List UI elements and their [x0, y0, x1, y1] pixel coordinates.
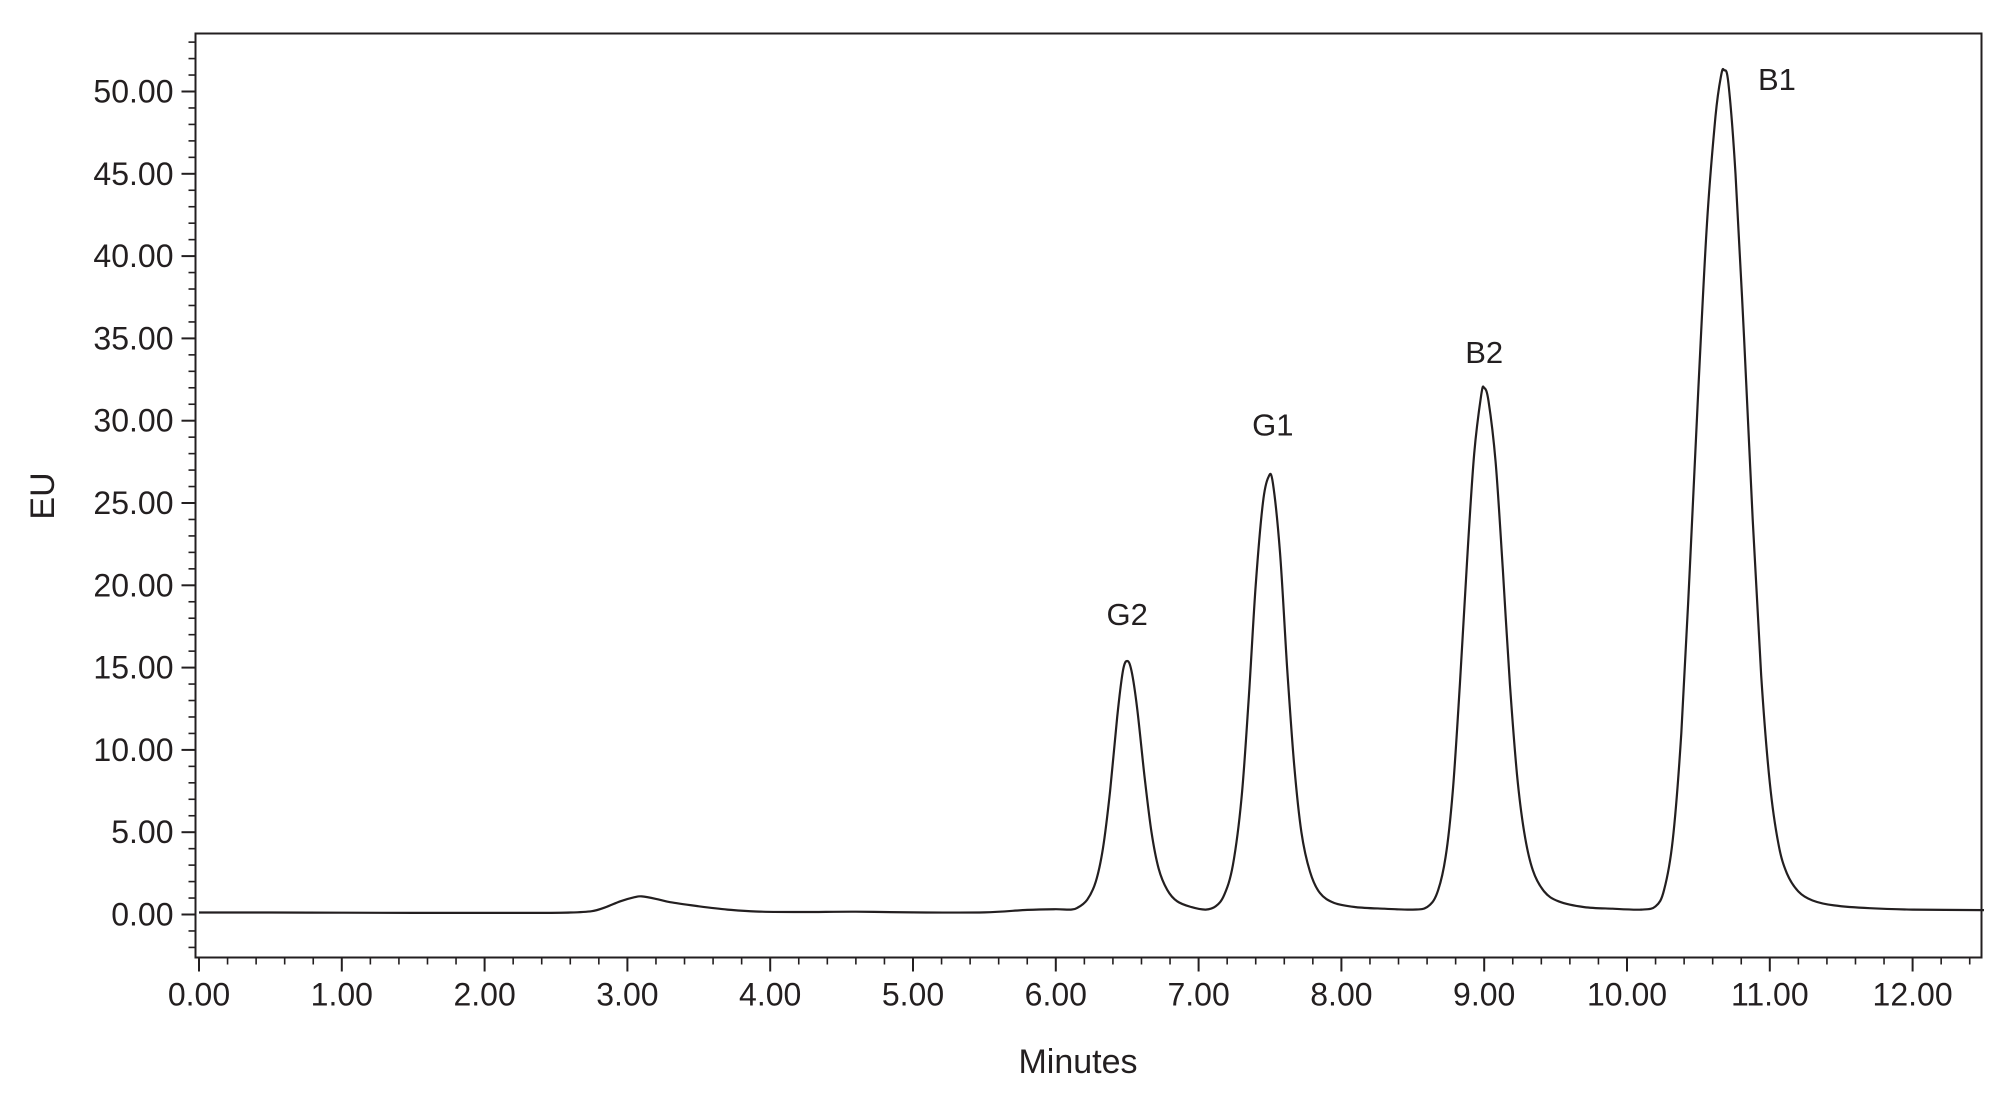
peak-label-b1: B1	[1758, 62, 1796, 97]
x-axis-ticks: 0.00 1.00 2.00 3.00 4.00 5.00 6.00 7.00 8.00 9.00…	[168, 957, 1953, 1013]
x-axis-title: Minutes	[1018, 1043, 1137, 1081]
x-tick-label: 1.00	[311, 977, 373, 1013]
chromatogram-trace	[199, 67, 1985, 915]
y-tick-label: 25.00	[93, 485, 173, 521]
y-tick-label: 5.00	[111, 814, 173, 850]
peak-labels: G2 G1 B2 B1	[1107, 62, 1796, 632]
peak-label-b2: B2	[1465, 335, 1503, 370]
y-tick-label: 10.00	[93, 732, 173, 768]
x-tick-label: 10.00	[1587, 977, 1667, 1013]
peak-label-g2: G2	[1107, 597, 1148, 632]
y-tick-label: 45.00	[93, 156, 173, 192]
y-tick-label: 15.00	[93, 650, 173, 686]
peak-label-g1: G1	[1252, 408, 1293, 443]
x-tick-label: 5.00	[882, 977, 944, 1013]
plot-frame	[194, 32, 1983, 959]
y-axis-title: EU	[24, 472, 62, 519]
x-axis-minor-ticks	[226, 957, 1971, 965]
x-tick-label: 6.00	[1025, 977, 1087, 1013]
y-tick-label: 30.00	[93, 403, 173, 439]
x-tick-label: 9.00	[1453, 977, 1515, 1013]
x-tick-label: 8.00	[1310, 977, 1372, 1013]
x-tick-label: 0.00	[168, 977, 230, 1013]
x-tick-label: 12.00	[1873, 977, 1953, 1013]
y-tick-label: 40.00	[93, 238, 173, 274]
y-tick-label: 50.00	[93, 74, 173, 110]
x-tick-label: 3.00	[596, 977, 658, 1013]
y-tick-label: 20.00	[93, 567, 173, 603]
y-tick-label: 0.00	[111, 897, 173, 933]
y-axis-ticks: 0.00 5.00 10.00 15.00 20.00 25.00 30.00 35.00 40…	[93, 74, 196, 933]
x-tick-label: 2.00	[453, 977, 515, 1013]
y-tick-label: 35.00	[93, 320, 173, 356]
x-tick-label: 11.00	[1731, 977, 1809, 1013]
y-axis-minor-ticks	[188, 41, 196, 949]
x-tick-label: 4.00	[739, 977, 801, 1013]
x-tick-label: 7.00	[1167, 977, 1229, 1013]
